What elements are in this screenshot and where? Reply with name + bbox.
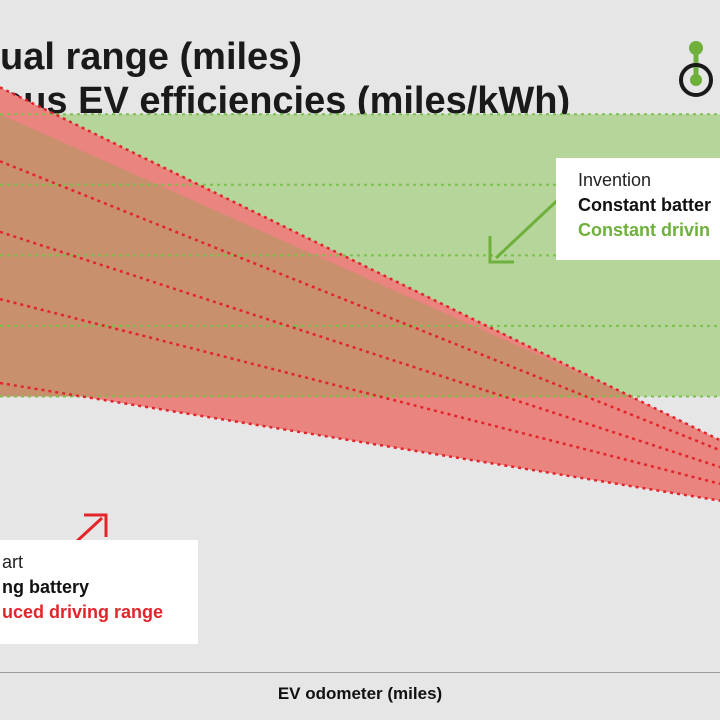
- chart-title-line1: ual range (miles): [0, 36, 302, 78]
- invention-callout: Invention Constant batter Constant drivi…: [556, 158, 720, 260]
- invention-arrow-head: [488, 236, 514, 264]
- prior-callout-battery: ng battery: [2, 577, 90, 597]
- x-axis-label: EV odometer (miles): [277, 684, 443, 703]
- prior-callout-range: uced driving range: [2, 602, 164, 622]
- prior-arrow-head: [84, 513, 108, 537]
- prior-series-line-5: [0, 86, 720, 442]
- invention-callout-battery: Constant batter: [578, 195, 712, 215]
- prior-series-line-9: [0, 381, 720, 502]
- prior-series-line-7: [0, 230, 720, 469]
- prior-series-line-6: [0, 160, 720, 452]
- invention-callout-heading: Invention: [578, 170, 652, 190]
- prior-art-callout: art ng battery uced driving range: [0, 540, 198, 644]
- x-axis-line: [0, 672, 720, 673]
- prior-series-line-8: [0, 297, 720, 486]
- invention-arrow-shaft: [494, 194, 564, 260]
- series-lines: [0, 86, 720, 502]
- ev-plug-icon: [679, 41, 713, 97]
- invention-callout-range: Constant drivin: [578, 220, 711, 240]
- prior-callout-heading: art: [2, 552, 24, 572]
